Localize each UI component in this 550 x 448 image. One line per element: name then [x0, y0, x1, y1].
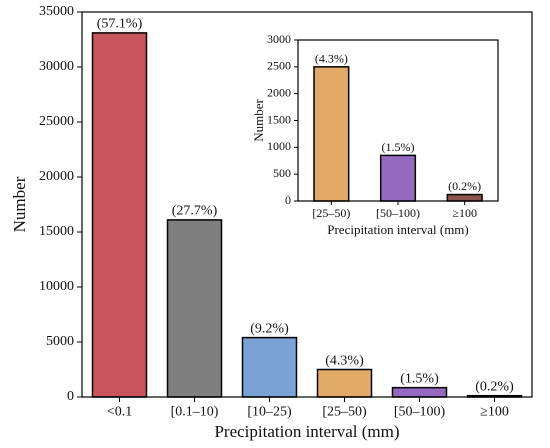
- bar-annotation: (0.2%): [475, 379, 514, 394]
- bar: [391, 386, 448, 398]
- x-tick-label: [25–50): [322, 405, 367, 420]
- x-tick-label: ≥100: [480, 405, 509, 420]
- y-tick-label: 30000: [39, 59, 74, 74]
- plot-frame: [81, 11, 533, 398]
- x-axis-label: Precipitation interval (mm): [214, 422, 399, 441]
- x-tick-label: <0.1: [107, 405, 132, 420]
- bar-annotation: (4.3%): [325, 353, 364, 368]
- y-tick-label: 2000: [267, 85, 291, 99]
- y-tick-label: 500: [273, 166, 291, 180]
- plot-frame: [297, 39, 499, 202]
- y-tick-label: 1500: [267, 112, 291, 126]
- y-axis-label: Number: [10, 176, 29, 232]
- x-tick-label: [0.1–10): [171, 405, 219, 420]
- bar: [316, 368, 373, 398]
- bar: [446, 193, 483, 202]
- y-tick-label: 35000: [39, 4, 74, 19]
- x-tick-label: ≥100: [452, 206, 477, 220]
- y-tick-label: 2500: [267, 59, 291, 73]
- y-tick-label: 20000: [39, 169, 74, 184]
- x-tick-label: [25–50): [312, 206, 350, 220]
- bar-annotation: (27.7%): [172, 204, 218, 219]
- bar-annotation: (1.5%): [400, 371, 439, 386]
- y-tick-label: 0: [67, 389, 74, 404]
- y-tick-label: 0: [285, 193, 291, 207]
- x-tick-label: [50–100): [376, 206, 420, 220]
- bar: [313, 66, 350, 202]
- bar: [241, 336, 298, 398]
- bar-annotation: (9.2%): [250, 321, 289, 336]
- y-tick-label: 1000: [267, 139, 291, 153]
- y-tick-label: 10000: [39, 279, 74, 294]
- y-tick-label: 3000: [267, 32, 291, 46]
- y-axis-label: Number: [251, 99, 266, 142]
- bar: [91, 32, 148, 398]
- x-tick-label: [50–100): [394, 405, 446, 420]
- y-tick-label: 25000: [39, 114, 74, 129]
- bar-annotation: (0.2%): [448, 179, 481, 193]
- x-tick-label: [10–25): [247, 405, 292, 420]
- bar-annotation: (1.5%): [382, 140, 415, 154]
- y-tick-label: 5000: [46, 334, 74, 349]
- bar-annotation: (4.3%): [315, 51, 348, 65]
- bar: [379, 154, 417, 202]
- x-axis-label: Precipitation interval (mm): [327, 222, 469, 237]
- y-tick-label: 15000: [39, 224, 74, 239]
- bar-annotation: (57.1%): [97, 17, 143, 32]
- bar: [166, 219, 223, 398]
